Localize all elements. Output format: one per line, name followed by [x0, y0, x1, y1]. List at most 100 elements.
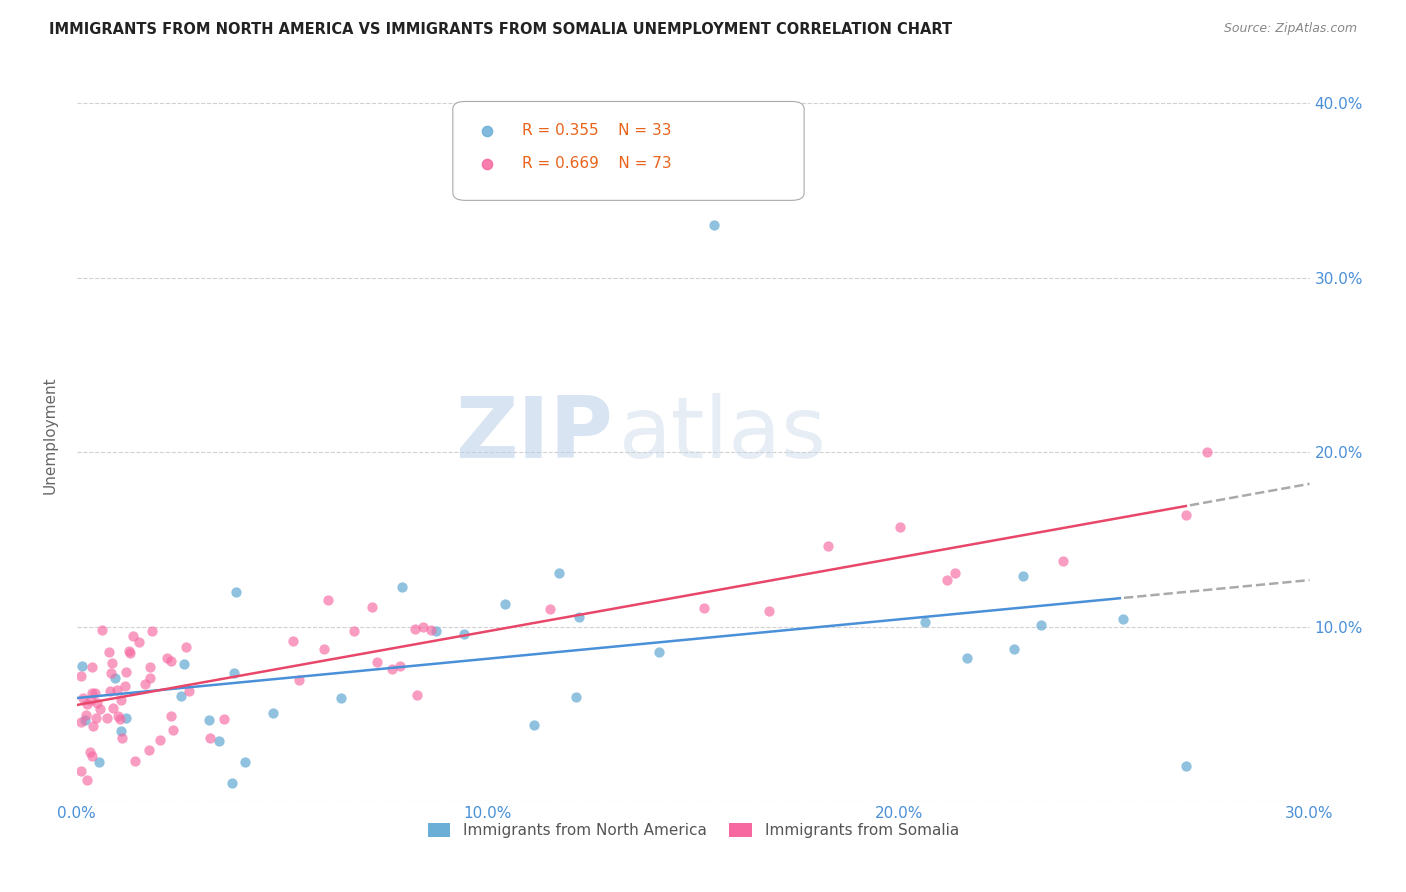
Point	[170, 689, 193, 703]
Point	[107, 709, 129, 723]
Point	[89, 702, 111, 716]
Point	[565, 690, 588, 704]
Point	[100, 665, 122, 680]
Point	[214, 712, 236, 726]
FancyBboxPatch shape	[453, 102, 804, 201]
Point	[406, 689, 429, 703]
Point	[115, 665, 138, 680]
Text: ZIP: ZIP	[456, 393, 613, 476]
Legend: Immigrants from North America, Immigrants from Somalia: Immigrants from North America, Immigrant…	[422, 817, 965, 845]
Point	[80, 693, 103, 707]
Point	[225, 585, 247, 599]
Point	[758, 604, 780, 618]
Point	[79, 745, 101, 759]
Text: IMMIGRANTS FROM NORTH AMERICA VS IMMIGRANTS FROM SOMALIA UNEMPLOYMENT CORRELATIO: IMMIGRANTS FROM NORTH AMERICA VS IMMIGRA…	[49, 22, 952, 37]
Point	[538, 602, 561, 616]
Point	[98, 645, 121, 659]
Point	[200, 731, 222, 746]
Point	[366, 655, 388, 669]
Point	[160, 654, 183, 668]
Point	[208, 734, 231, 748]
Point	[494, 597, 516, 611]
Point	[1029, 618, 1052, 632]
Point	[1052, 554, 1074, 568]
Point	[84, 686, 107, 700]
Point	[1112, 612, 1135, 626]
Point	[914, 615, 936, 629]
Point	[159, 709, 181, 723]
Point	[389, 658, 412, 673]
Point	[138, 743, 160, 757]
Point	[70, 669, 93, 683]
Point	[1012, 568, 1035, 582]
Point	[329, 690, 352, 705]
Point	[523, 718, 546, 732]
Point	[141, 624, 163, 638]
Point	[233, 755, 256, 769]
Point	[197, 713, 219, 727]
Point	[70, 659, 93, 673]
Point	[96, 711, 118, 725]
Point	[381, 662, 404, 676]
Point	[312, 642, 335, 657]
Point	[360, 599, 382, 614]
Point	[84, 711, 107, 725]
Text: atlas: atlas	[619, 393, 827, 476]
Point	[648, 645, 671, 659]
Point	[935, 574, 957, 588]
Point	[173, 657, 195, 671]
Point	[124, 754, 146, 768]
Point	[817, 539, 839, 553]
Point	[114, 679, 136, 693]
Point	[104, 671, 127, 685]
Point	[115, 711, 138, 725]
Point	[70, 714, 93, 729]
Point	[419, 623, 441, 637]
Point	[75, 713, 97, 727]
Point	[453, 626, 475, 640]
Point	[1195, 445, 1218, 459]
Point	[101, 656, 124, 670]
Point	[90, 623, 112, 637]
Point	[176, 640, 198, 655]
Point	[316, 593, 339, 607]
Point	[139, 659, 162, 673]
Point	[156, 650, 179, 665]
Point	[70, 764, 93, 779]
Point	[412, 620, 434, 634]
Point	[108, 713, 131, 727]
Point	[1175, 759, 1198, 773]
Text: R = 0.669    N = 73: R = 0.669 N = 73	[522, 156, 672, 171]
Point	[134, 677, 156, 691]
Text: Source: ZipAtlas.com: Source: ZipAtlas.com	[1223, 22, 1357, 36]
Point	[111, 731, 134, 745]
Point	[76, 772, 98, 787]
Point	[221, 776, 243, 790]
Point	[283, 634, 305, 648]
Point	[1175, 508, 1198, 522]
Point	[222, 665, 245, 680]
Point	[82, 748, 104, 763]
Point	[128, 635, 150, 649]
Point	[1002, 642, 1025, 657]
Point	[149, 732, 172, 747]
Point	[288, 673, 311, 687]
Point	[122, 629, 145, 643]
Point	[82, 719, 104, 733]
Point	[179, 684, 201, 698]
Point	[80, 686, 103, 700]
Point	[118, 646, 141, 660]
Point	[98, 683, 121, 698]
Point	[391, 580, 413, 594]
Point	[110, 693, 132, 707]
Point	[956, 650, 979, 665]
Text: R = 0.355    N = 33: R = 0.355 N = 33	[522, 123, 671, 138]
Point	[889, 520, 911, 534]
Point	[86, 696, 108, 710]
Point	[568, 610, 591, 624]
Point	[692, 601, 714, 615]
Point	[548, 566, 571, 581]
Point	[75, 707, 97, 722]
Point	[87, 756, 110, 770]
Point	[76, 697, 98, 711]
